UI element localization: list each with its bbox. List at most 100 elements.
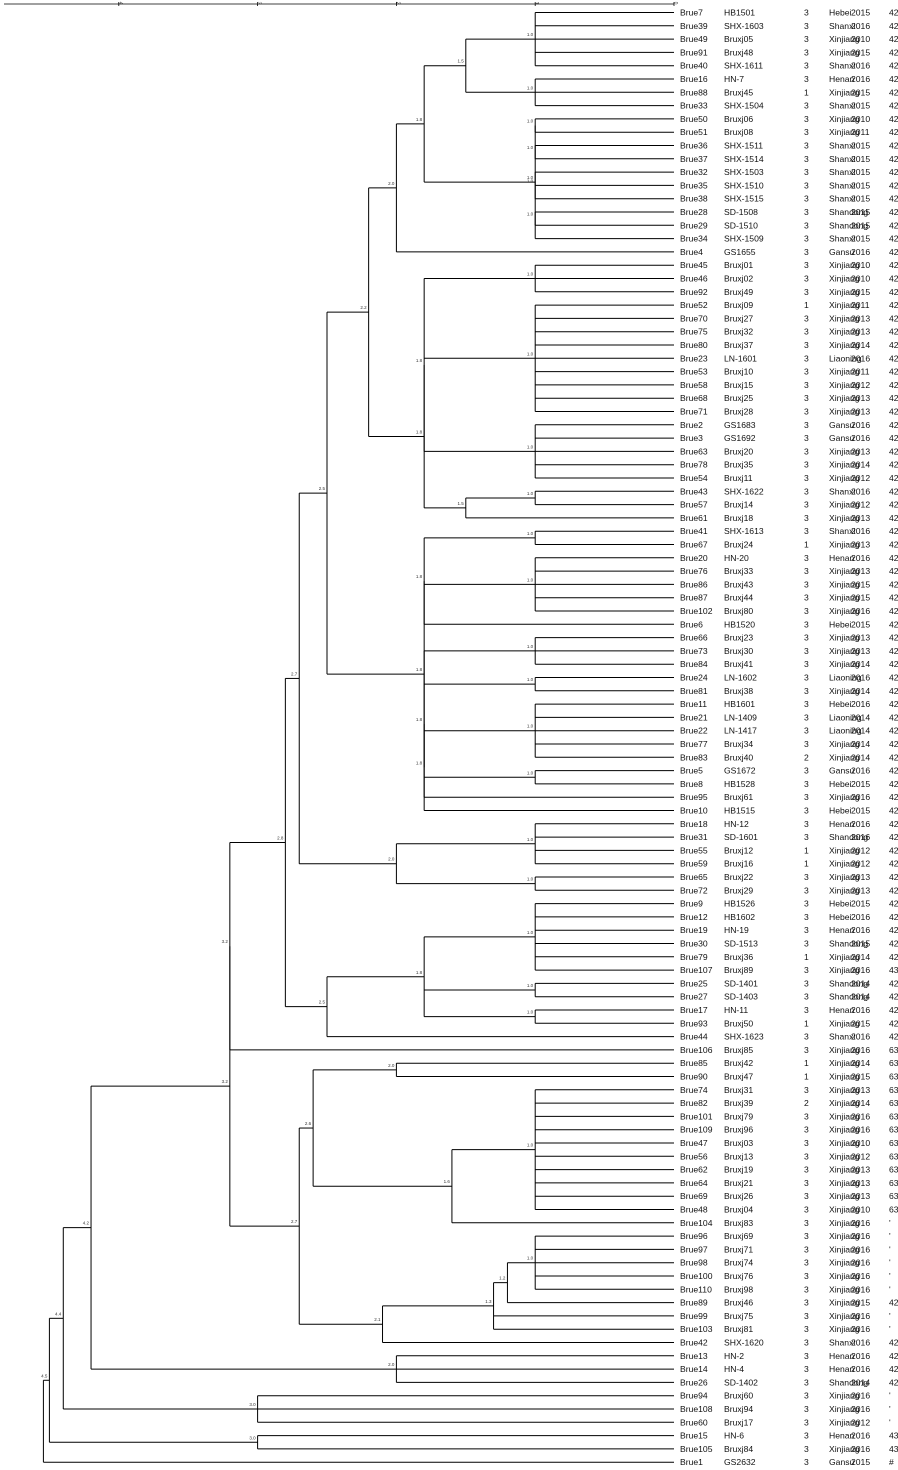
province-label: Xinjiang [829,1125,860,1135]
genotype-label: SHX-1613 [724,526,764,536]
province-label: Xinjiang [829,327,860,337]
year-label: 2010 [851,274,870,284]
count-label: 3 [804,194,809,204]
strain-label: Brue106 [680,1045,713,1055]
year-label: 2016 [851,1338,870,1348]
year-label: 2016 [851,420,870,430]
province-label: Shanxi [829,101,855,111]
strain-label: Brue48 [680,1205,708,1215]
group-label: 42 [889,367,898,377]
group-label: 42 [889,287,898,297]
genotype-label: Bruxj30 [724,646,753,656]
group-label: 42 [889,925,898,935]
count-label: 3 [804,646,809,656]
year-label: 2013 [851,313,870,323]
province-label: Shanxi [829,21,855,31]
genotype-label: Bruxj96 [724,1125,753,1135]
province-label: Xinjiang [829,965,860,975]
strain-label: Brue24 [680,673,708,683]
group-label: 42 [889,526,898,536]
count-label: 3 [804,260,809,270]
genotype-label: Bruxj01 [724,260,753,270]
node-distance-label: 3.2 [222,939,229,944]
genotype-label: SD-1510 [724,220,758,230]
count-label: 3 [804,473,809,483]
group-label: 42 [889,606,898,616]
province-label: Xinjiang [829,1284,860,1294]
genotype-label: Bruxj14 [724,500,753,510]
count-label: 3 [804,353,809,363]
genotype-label: Bruxj05 [724,34,753,44]
province-label: Xinjiang [829,300,860,310]
count-label: 3 [804,1431,809,1441]
province-label: Xinjiang [829,1098,860,1108]
province-label: Henan [829,925,855,935]
genotype-label: Bruxj60 [724,1391,753,1401]
node-distance-label: 1.8 [416,429,423,434]
strain-label: Brue17 [680,1005,708,1015]
strain-label: Brue78 [680,460,708,470]
group-label: # [889,1457,894,1467]
axis-tick-label: 0 [672,2,678,5]
node-distance-label: 2.5 [319,486,326,491]
province-label: Shanxi [829,167,855,177]
genotype-label: SHX-1509 [724,234,764,244]
year-label: 2013 [851,633,870,643]
year-label: 2016 [851,1125,870,1135]
year-label: 2013 [851,446,870,456]
strain-label: Brue84 [680,659,708,669]
year-label: 2013 [851,393,870,403]
group-label: 42 [889,579,898,589]
group-label: 42 [889,992,898,1002]
genotype-label: Bruxj22 [724,872,753,882]
year-label: 2014 [851,1377,870,1387]
count-label: 3 [804,367,809,377]
province-label: Xinjiang [829,593,860,603]
province-label: Hebei [829,899,852,909]
group-label: ' [889,1417,891,1427]
group-label: 63 [889,1138,898,1148]
node-distance-label: 1.0 [527,983,534,988]
year-label: 2016 [851,1404,870,1414]
strain-label: Brue31 [680,832,708,842]
province-label: Hebei [829,619,852,629]
group-label: 42 [889,1032,898,1042]
year-label: 2015 [851,8,870,18]
group-label: 42 [889,247,898,257]
strain-label: Brue87 [680,593,708,603]
count-label: 3 [804,313,809,323]
year-label: 2016 [851,21,870,31]
year-label: 2012 [851,859,870,869]
axis-tick-label: 2 [394,2,400,5]
strain-label: Brue105 [680,1444,713,1454]
strain-label: Brue98 [680,1258,708,1268]
year-label: 2015 [851,101,870,111]
group-label: 42 [889,234,898,244]
strain-label: Brue4 [680,247,703,257]
strain-label: Brue71 [680,407,708,417]
province-label: Xinjiang [829,885,860,895]
count-label: 3 [804,1138,809,1148]
province-label: Xinjiang [829,792,860,802]
group-label: 42 [889,899,898,909]
province-label: Xinjiang [829,114,860,124]
year-label: 2012 [851,1417,870,1427]
year-label: 2014 [851,712,870,722]
count-label: 3 [804,1178,809,1188]
count-label: 3 [804,8,809,18]
province-label: Gansu [829,433,855,443]
strain-label: Brue1 [680,1457,703,1467]
node-distance-label: 1.5 [458,501,465,506]
province-label: Xinjiang [829,952,860,962]
year-label: 2015 [851,1298,870,1308]
province-label: Xinjiang [829,1271,860,1281]
strain-label: Brue34 [680,234,708,244]
year-label: 2016 [851,1364,870,1374]
genotype-label: HB1501 [724,8,755,18]
province-label: Henan [829,1005,855,1015]
group-label: ' [889,1218,891,1228]
group-label: 42 [889,433,898,443]
genotype-label: Bruxj09 [724,300,753,310]
genotype-label: HN-19 [724,925,749,935]
